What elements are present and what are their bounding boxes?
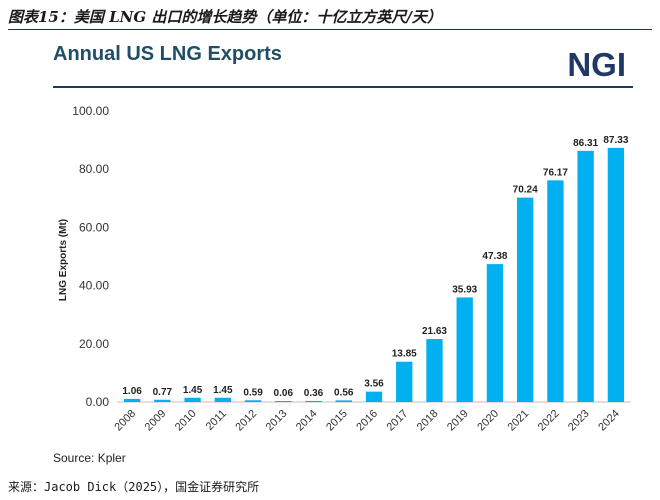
- x-tick-label: 2011: [204, 408, 229, 433]
- bar: [456, 297, 473, 402]
- x-tick-label: 2013: [264, 408, 290, 434]
- y-tick-label: 40.00: [79, 279, 109, 293]
- bar-value-label: 1.45: [183, 385, 203, 396]
- x-tick-labels: 2008 2009 2010 2011 2012 2013 2014 2015 2016 2017…: [112, 408, 622, 434]
- bar: [214, 397, 231, 402]
- x-tick-label: 2017: [385, 408, 411, 434]
- x-tick-label: 2018: [415, 408, 441, 434]
- x-tick-label: 2010: [173, 408, 199, 434]
- source-footer: 来源：Jacob Dick（2025），国金证券研究所: [8, 480, 260, 494]
- bar-value-label: 0.06: [274, 388, 294, 399]
- x-tick-label: 2016: [354, 408, 380, 434]
- header-rule: [53, 86, 633, 88]
- x-tick-label: 2012: [233, 408, 259, 434]
- bar-value-label: 76.17: [543, 167, 568, 178]
- bar: [577, 150, 594, 402]
- bar-value-label: 3.56: [364, 379, 384, 390]
- bar: [184, 397, 201, 402]
- ngi-logo: NGI: [567, 46, 626, 83]
- bar-value-label: 35.93: [452, 284, 477, 295]
- bar-value-label: 0.77: [153, 387, 173, 398]
- bar-value-label: 47.38: [482, 251, 507, 262]
- bar: [426, 339, 443, 402]
- bar-value-label: 1.06: [122, 386, 142, 397]
- bar: [486, 264, 504, 402]
- x-tick-label: 2014: [294, 408, 320, 434]
- bar: [396, 361, 413, 402]
- chart-title: Annual US LNG Exports: [53, 43, 282, 65]
- bar: [547, 180, 564, 402]
- y-tick-label: 20.00: [79, 337, 109, 351]
- bar-value-label: 0.36: [304, 388, 324, 399]
- y-tick-label: 60.00: [79, 220, 109, 234]
- bar-series: [123, 147, 625, 402]
- bar: [517, 197, 534, 402]
- bar: [123, 398, 141, 402]
- bar-value-label: 70.24: [513, 185, 538, 196]
- x-tick-label: 2023: [566, 408, 592, 434]
- bar-value-label: 87.33: [603, 135, 628, 146]
- bar: [365, 391, 383, 402]
- bar: [607, 147, 625, 402]
- y-tick-label: 80.00: [79, 162, 109, 176]
- bar: [305, 400, 322, 402]
- x-tick-label: 2024: [596, 408, 622, 434]
- bar-value-label: 13.85: [392, 349, 417, 360]
- x-tick-label: 2015: [324, 408, 350, 434]
- x-tick-label: 2008: [112, 408, 138, 434]
- x-tick-label: 2019: [445, 408, 471, 434]
- x-tick-label: 2021: [506, 408, 532, 434]
- bar-value-label: 0.59: [243, 387, 263, 398]
- report-caption: 图表15：美国 LNG 出口的增长趋势（单位：十亿立方英尺/天）: [8, 8, 442, 26]
- source-note: Source: Kpler: [53, 451, 126, 465]
- value-labels: 1.06 0.77 1.45 1.45 0.59 0.06 0.36 0.56 3.56 13.8…: [122, 135, 628, 399]
- y-axis-label: LNG Exports (Mt): [58, 219, 69, 301]
- bar-value-label: 21.63: [422, 326, 447, 337]
- y-tick-label: 0.00: [86, 395, 110, 409]
- y-tick-labels: 0.00 20.00 40.00 60.00 80.00 100.00: [72, 104, 109, 409]
- x-tick-label: 2022: [536, 408, 562, 434]
- x-tick-label: 2009: [143, 408, 169, 434]
- bar: [244, 400, 262, 402]
- bar: [275, 401, 292, 402]
- caption-divider: [8, 29, 652, 30]
- bar-chart: Annual US LNG Exports NGI LNG Exports (M…: [53, 43, 633, 465]
- bar-value-label: 0.56: [334, 387, 354, 398]
- bar: [335, 400, 352, 402]
- x-tick-label: 2020: [475, 408, 501, 434]
- bar: [154, 399, 171, 402]
- y-tick-label: 100.00: [72, 104, 109, 118]
- bar-value-label: 1.45: [213, 385, 233, 396]
- bar-value-label: 86.31: [573, 138, 598, 149]
